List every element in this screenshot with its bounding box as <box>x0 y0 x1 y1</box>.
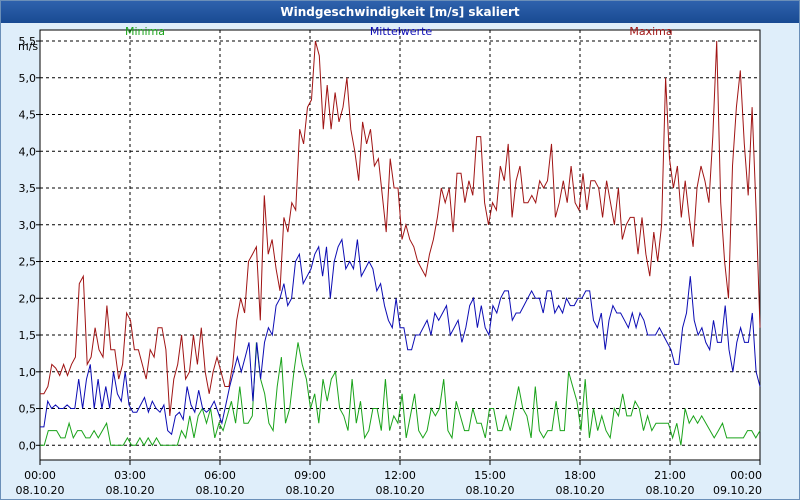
window-title: Windgeschwindigkeit [m/s] skaliert <box>1 1 799 23</box>
x-tick-time: 09:00 <box>294 469 326 482</box>
x-tick-date: 08.10.20 <box>106 484 155 497</box>
series-line-min <box>40 342 761 447</box>
x-tick-time: 00:00 <box>730 469 762 482</box>
y-tick-label: 3,0 <box>19 219 37 232</box>
x-tick-date: 08.10.20 <box>556 484 605 497</box>
legend-minima: Minima <box>125 25 165 38</box>
y-tick-label: 1,0 <box>19 366 37 379</box>
y-tick-label: 4,0 <box>19 145 37 158</box>
x-tick-date: 08.10.20 <box>286 484 335 497</box>
x-tick-time: 18:00 <box>564 469 596 482</box>
x-tick-date: 08.10.20 <box>16 484 65 497</box>
y-tick-label: 2,0 <box>19 292 37 305</box>
x-tick-time: 15:00 <box>474 469 506 482</box>
x-tick-date: 08.10.20 <box>646 484 695 497</box>
x-tick-time: 03:00 <box>114 469 146 482</box>
x-tick-date: 08.10.20 <box>376 484 425 497</box>
plot-area <box>39 29 761 461</box>
x-axis-ticks: 00:00 08.10.20 03:00 08.10.20 06:00 08.10.20 0… <box>16 460 762 497</box>
x-tick-time: 12:00 <box>384 469 416 482</box>
grid-lines <box>40 30 760 460</box>
series-lines <box>40 40 761 447</box>
x-tick-time: 06:00 <box>204 469 236 482</box>
legend-mittelwerte: Mittelwerte <box>370 25 433 38</box>
x-tick-time: 21:00 <box>654 469 686 482</box>
y-tick-label: 4,5 <box>19 109 37 122</box>
y-tick-label: 1,5 <box>19 329 37 342</box>
legend-maxima: Maxima <box>629 25 672 38</box>
y-tick-label: 5,5 <box>19 35 37 48</box>
y-tick-label: 3,5 <box>19 182 37 195</box>
x-tick-time: 00:00 <box>24 469 56 482</box>
x-tick-date: 08.10.20 <box>466 484 515 497</box>
x-tick-date: 08.10.20 <box>196 484 245 497</box>
y-tick-label: 5,0 <box>19 72 37 85</box>
series-line-mean <box>40 237 761 436</box>
y-axis-label: m/s <box>18 40 38 53</box>
series-line-max <box>40 40 761 416</box>
y-tick-label: 0,0 <box>19 439 37 452</box>
y-axis-ticks: 0,0 0,5 1,0 1,5 2,0 2,5 3,0 3,5 4,0 4,5 5,0 5,5 <box>19 35 40 452</box>
y-tick-label: 2,5 <box>19 256 37 269</box>
x-tick-date: 09.10.20 <box>713 484 762 497</box>
y-tick-label: 0,5 <box>19 403 37 416</box>
